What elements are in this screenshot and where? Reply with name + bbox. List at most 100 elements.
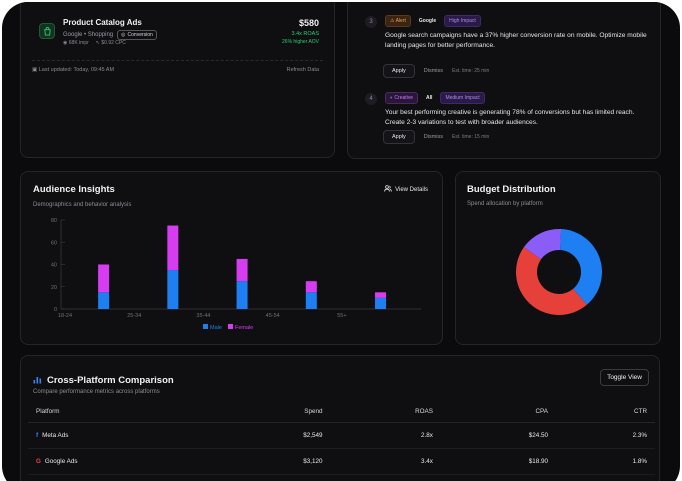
bar-female[interactable] <box>167 225 179 271</box>
donut-slice-meta[interactable] <box>516 247 587 315</box>
legend-swatch <box>228 324 233 329</box>
platform-tag: All <box>426 95 433 101</box>
platform-name: Google Ads <box>44 458 78 465</box>
bar-male[interactable] <box>236 281 248 309</box>
roas-cell: 3.4x <box>330 448 441 475</box>
bar-chart-icon <box>33 371 42 389</box>
x-tick-label: 18-24 <box>58 313 72 319</box>
budget-title: Budget Distribution <box>467 184 556 195</box>
bar-male[interactable] <box>375 297 387 309</box>
cross-platform-header: Cross-Platform Comparison <box>33 371 174 389</box>
eye-icon: ◉ <box>63 40 68 46</box>
cross-platform-title: Cross-Platform Comparison <box>47 374 174 386</box>
apply-button[interactable]: Apply <box>383 130 415 144</box>
cpa-cell: $24.50 <box>440 422 556 449</box>
spend-cell: $3,120 <box>215 448 331 475</box>
shopping-bag-icon <box>39 23 55 39</box>
y-tick-label: 80 <box>51 218 57 224</box>
x-tick-label: 35-44 <box>196 313 210 319</box>
audience-bar-chart: 0 20 40 60 80 18-24 25-34 35-44 45-54 55+ Male Fema… <box>51 218 421 331</box>
platform-name: Meta Ads <box>42 432 69 439</box>
y-tick-label: 20 <box>51 285 57 291</box>
alert-icon: ⚠ <box>390 18 395 24</box>
recommendation-text: Google search campaigns have a 37% highe… <box>385 32 647 49</box>
ctr-cell: 1.8% <box>555 448 655 475</box>
impact-tag: High Impact <box>444 15 481 27</box>
refresh-data-link[interactable]: Refresh Data <box>286 67 319 73</box>
view-details-button[interactable]: View Details <box>384 185 428 194</box>
recommendation-number: 3 <box>365 16 377 28</box>
column-header[interactable]: CPA <box>440 401 556 423</box>
campaign-platform: Google • Shopping ◎ Conversion <box>63 30 157 40</box>
platform-cell: G Google Ads <box>28 448 216 475</box>
bar-female[interactable] <box>98 264 110 293</box>
legend-swatch <box>203 324 208 329</box>
comparison-table: Platform Spend ROAS CPA CTR f Meta Ads $… <box>28 401 655 475</box>
x-tick-label: 45-54 <box>266 313 280 319</box>
dismiss-button[interactable]: Dismiss <box>423 68 444 74</box>
apply-button[interactable]: Apply <box>383 64 415 78</box>
recommendation-text: Your best performing creative is generat… <box>385 109 635 126</box>
column-header[interactable]: Platform <box>28 401 216 423</box>
campaign-roas: 3.4x ROAS <box>291 31 319 37</box>
column-header[interactable]: CTR <box>555 401 655 423</box>
cross-platform-subtitle: Compare performance metrics across platf… <box>33 389 160 395</box>
view-details-label: View Details <box>395 186 428 193</box>
recommendations-card: 3 ⚠ Alert Google High Impact Google sear… <box>347 2 661 159</box>
impressions-value: 68K impr <box>68 40 89 46</box>
bar-female[interactable] <box>236 258 248 282</box>
cpc-value: $0.92 CPC <box>101 40 126 46</box>
campaign-name: Product Catalog Ads <box>63 18 142 27</box>
budget-distribution-card: Budget Distribution Spend allocation by … <box>455 171 661 345</box>
google-icon: G <box>36 458 41 465</box>
column-header[interactable]: ROAS <box>330 401 441 423</box>
table-row[interactable]: f Meta Ads $2,549 2.8x $24.50 2.3% <box>28 422 655 449</box>
recommendation-actions: Apply Dismiss Est. time: 15 min <box>383 130 489 144</box>
target-icon: ◎ <box>121 32 126 38</box>
donut-slice-google[interactable] <box>560 229 602 305</box>
x-tick-label: 55+ <box>337 313 346 319</box>
cross-platform-card: Cross-Platform Comparison Compare perfor… <box>20 355 660 481</box>
card-footer: ▣ Last updated: Today, 09:45 AM Refresh … <box>32 67 319 73</box>
bar-female[interactable] <box>305 281 317 293</box>
spend-cell: $2,549 <box>215 422 331 449</box>
conversion-badge: ◎ Conversion <box>117 30 157 40</box>
y-tick-label: 40 <box>51 263 57 269</box>
bar-female[interactable] <box>375 292 387 298</box>
recommendation-actions: Apply Dismiss Est. time: 25 min <box>383 64 489 78</box>
platform-label: Google • Shopping <box>63 32 114 38</box>
column-header[interactable]: Spend <box>215 401 331 423</box>
cpc-stat: ↖ $0.92 CPC <box>96 40 126 46</box>
meta-icon: f <box>36 432 39 439</box>
calendar-icon: ▣ <box>32 67 38 73</box>
campaign-aov: 26% higher AOV <box>282 39 319 45</box>
budget-subtitle: Spend allocation by platform <box>467 201 543 207</box>
impressions-stat: ◉ 68K impr <box>63 40 89 46</box>
last-updated: ▣ Last updated: Today, 09:45 AM <box>32 67 114 73</box>
audience-subtitle: Demographics and behavior analysis <box>33 202 132 208</box>
dismiss-button[interactable]: Dismiss <box>423 134 444 140</box>
alert-tag-label: Alert <box>395 18 406 24</box>
roas-cell: 2.8x <box>330 422 441 449</box>
bar-male[interactable] <box>98 292 110 309</box>
divider <box>32 60 323 61</box>
recommendation-item: 3 ⚠ Alert Google High Impact Google sear… <box>348 13 660 83</box>
bar-male[interactable] <box>305 292 317 309</box>
recommendation-item: 4 ◐ Creative All Medium Impact Your best… <box>348 90 660 160</box>
platform-tag: Google <box>418 18 437 24</box>
audience-insights-card: Audience Insights Demographics and behav… <box>20 171 443 345</box>
donut-slice-other[interactable] <box>523 229 562 260</box>
palette-icon: ◐ <box>390 95 394 101</box>
bar-male[interactable] <box>167 270 179 309</box>
campaign-spend: $580 <box>298 18 319 28</box>
campaign-metrics: $580 3.4x ROAS 26% higher AOV <box>282 18 319 45</box>
ctr-cell: 2.3% <box>555 422 655 449</box>
campaign-stats: ◉ 68K impr ↖ $0.92 CPC <box>63 40 126 46</box>
table-row[interactable]: G Google Ads $3,120 3.4x $18.90 1.8% <box>28 448 655 475</box>
toggle-view-button[interactable]: Toggle View <box>600 369 649 386</box>
product-campaign-card[interactable]: Product Catalog Ads Google • Shopping ◎ … <box>20 2 335 158</box>
y-tick-label: 60 <box>51 240 57 246</box>
recommendation-tags: ⚠ Alert Google High Impact <box>385 15 481 27</box>
last-updated-text: Last updated: Today, 09:45 AM <box>38 67 115 73</box>
